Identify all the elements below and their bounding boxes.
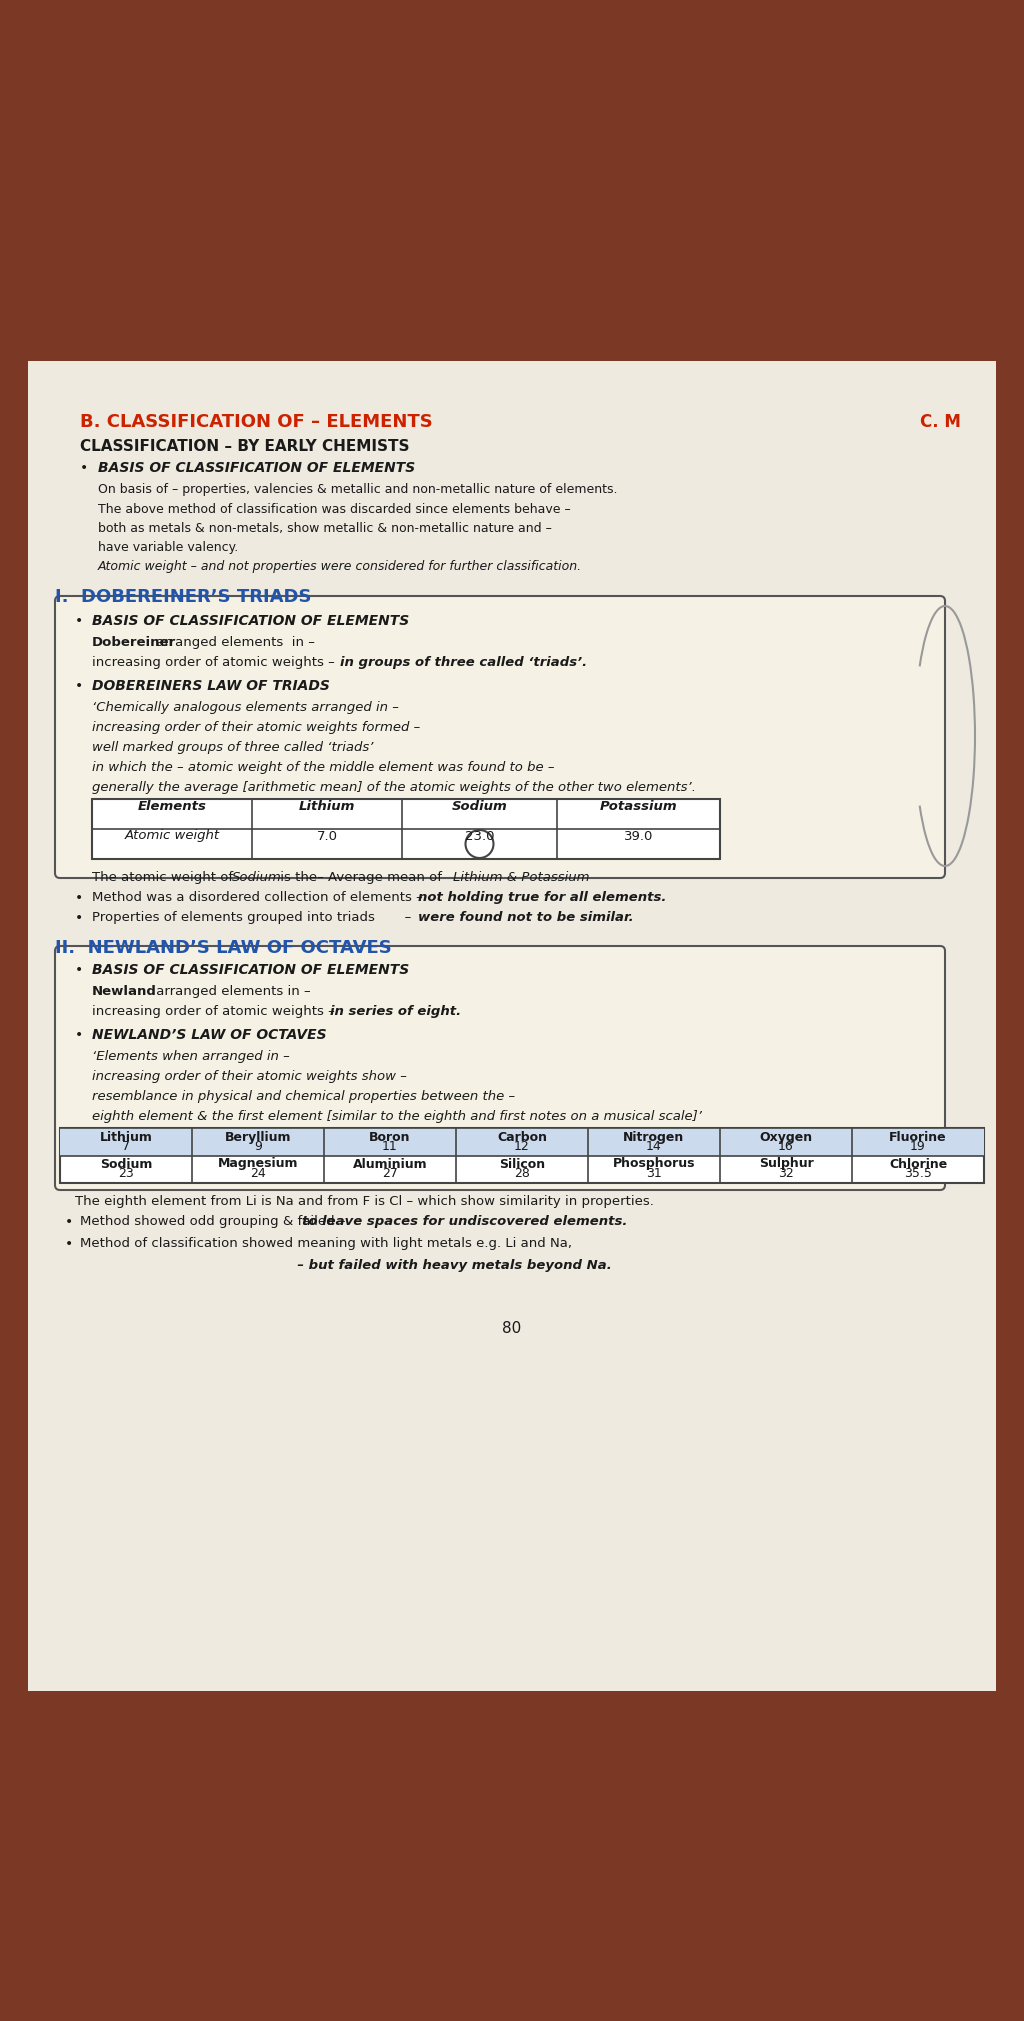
Text: Newland: Newland (92, 984, 157, 998)
Text: increasing order of atomic weights –: increasing order of atomic weights – (92, 657, 339, 669)
Text: increasing order of their atomic weights formed –: increasing order of their atomic weights… (92, 721, 420, 734)
Text: – but failed with heavy metals beyond Na.: – but failed with heavy metals beyond Na… (80, 1259, 611, 1271)
Text: 31: 31 (646, 1166, 662, 1180)
Text: BASIS OF CLASSIFICATION OF ELEMENTS: BASIS OF CLASSIFICATION OF ELEMENTS (92, 962, 410, 976)
Text: arranged elements  in –: arranged elements in – (152, 637, 314, 649)
Text: were found not to be similar.: were found not to be similar. (418, 911, 634, 924)
Text: Oxygen: Oxygen (760, 1132, 813, 1144)
Text: Fluorine: Fluorine (889, 1132, 947, 1144)
Text: ‘Elements when arranged in –: ‘Elements when arranged in – (92, 1051, 290, 1063)
Text: Magnesium: Magnesium (218, 1158, 298, 1170)
Text: Atomic weight – and not properties were considered for further classification.: Atomic weight – and not properties were … (98, 560, 582, 574)
Text: 24: 24 (250, 1166, 266, 1180)
Text: Beryllium: Beryllium (224, 1132, 291, 1144)
Text: well marked groups of three called ‘triads’: well marked groups of three called ‘tria… (92, 742, 374, 754)
Text: Potassium: Potassium (600, 800, 677, 812)
Text: Nitrogen: Nitrogen (624, 1132, 685, 1144)
Text: not holding true for all elements.: not holding true for all elements. (418, 891, 667, 903)
Text: Sulphur: Sulphur (759, 1158, 813, 1170)
Text: DOBEREINERS LAW OF TRIADS: DOBEREINERS LAW OF TRIADS (92, 679, 330, 693)
Text: eighth element & the first element [similar to the eighth and first notes on a m: eighth element & the first element [simi… (92, 1110, 702, 1124)
Text: 11: 11 (382, 1140, 398, 1152)
Text: 14: 14 (646, 1140, 662, 1152)
Text: The atomic weight of: The atomic weight of (92, 871, 238, 883)
Text: The above method of classification was discarded since elements behave –: The above method of classification was d… (98, 503, 570, 515)
FancyBboxPatch shape (55, 946, 945, 1190)
Text: 80: 80 (503, 1322, 521, 1336)
Bar (60, 1128, 984, 1156)
Text: Properties of elements grouped into triads       –: Properties of elements grouped into tria… (92, 911, 416, 924)
Text: Aluminium: Aluminium (352, 1158, 427, 1170)
Bar (28, 362, 996, 1692)
Text: have variable valency.: have variable valency. (98, 542, 239, 554)
Text: Chlorine: Chlorine (889, 1158, 947, 1170)
Text: •: • (65, 1237, 74, 1251)
Text: •: • (80, 461, 88, 475)
Text: I.  DOBEREINER’S TRIADS: I. DOBEREINER’S TRIADS (55, 588, 311, 606)
Text: •: • (75, 962, 83, 976)
Text: Carbon: Carbon (497, 1132, 547, 1144)
Text: in series of eight.: in series of eight. (330, 1004, 461, 1019)
Text: •: • (75, 891, 83, 905)
Text: both as metals & non-metals, show metallic & non-metallic nature and –: both as metals & non-metals, show metall… (98, 521, 552, 536)
Text: Method showed odd grouping & failed –: Method showed odd grouping & failed – (80, 1215, 350, 1229)
Text: •: • (65, 1215, 74, 1229)
Text: Lithium: Lithium (299, 800, 355, 812)
Text: 7.0: 7.0 (316, 829, 338, 843)
Text: in which the – atomic weight of the middle element was found to be –: in which the – atomic weight of the midd… (92, 762, 555, 774)
Text: ‘Chemically analogous elements arranged in –: ‘Chemically analogous elements arranged … (92, 701, 399, 713)
Text: •: • (75, 614, 83, 629)
Text: BASIS OF CLASSIFICATION OF ELEMENTS: BASIS OF CLASSIFICATION OF ELEMENTS (98, 461, 416, 475)
Text: Sodium: Sodium (99, 1158, 153, 1170)
Text: resemblance in physical and chemical properties between the –: resemblance in physical and chemical pro… (92, 1089, 515, 1103)
Text: in groups of three called ‘triads’.: in groups of three called ‘triads’. (340, 657, 587, 669)
Text: 23: 23 (118, 1166, 134, 1180)
Text: 39.0: 39.0 (624, 829, 653, 843)
Text: Elements: Elements (137, 800, 207, 812)
Bar (60, 1128, 984, 1182)
Text: II.  NEWLAND’S LAW OF OCTAVES: II. NEWLAND’S LAW OF OCTAVES (55, 940, 392, 958)
FancyBboxPatch shape (55, 596, 945, 877)
Text: to leave spaces for undiscovered elements.: to leave spaces for undiscovered element… (302, 1215, 628, 1229)
Text: 35.5: 35.5 (904, 1166, 932, 1180)
Text: 7: 7 (122, 1140, 130, 1152)
Text: Boron: Boron (370, 1132, 411, 1144)
Text: Lithium & Potassium: Lithium & Potassium (453, 871, 590, 883)
Text: Lithium: Lithium (99, 1132, 153, 1144)
Text: B. CLASSIFICATION OF – ELEMENTS: B. CLASSIFICATION OF – ELEMENTS (80, 412, 433, 430)
Text: 19: 19 (910, 1140, 926, 1152)
Text: C. M: C. M (920, 412, 961, 430)
Text: The eighth element from Li is Na and from F is Cl – which show similarity in pro: The eighth element from Li is Na and fro… (75, 1194, 654, 1209)
Text: Method was a disordered collection of elements –: Method was a disordered collection of el… (92, 891, 427, 903)
Text: generally the average [arithmetic mean] of the atomic weights of the other two e: generally the average [arithmetic mean] … (92, 780, 696, 794)
Text: NEWLAND’S LAW OF OCTAVES: NEWLAND’S LAW OF OCTAVES (92, 1029, 327, 1043)
Text: Atomic weight: Atomic weight (125, 829, 219, 843)
Text: Silicon: Silicon (499, 1158, 545, 1170)
Text: •: • (75, 679, 83, 693)
Text: 23.0: 23.0 (465, 829, 495, 843)
Bar (92, 798, 720, 859)
Text: Sodium: Sodium (232, 871, 282, 883)
Text: Dobereiner: Dobereiner (92, 637, 176, 649)
Text: 16: 16 (778, 1140, 794, 1152)
Text: arranged elements in –: arranged elements in – (152, 984, 310, 998)
Text: •: • (75, 911, 83, 926)
Text: increasing order of their atomic weights show –: increasing order of their atomic weights… (92, 1069, 407, 1083)
Text: •: • (75, 1029, 83, 1043)
Text: Phosphorus: Phosphorus (612, 1158, 695, 1170)
Text: 32: 32 (778, 1166, 794, 1180)
Text: BASIS OF CLASSIFICATION OF ELEMENTS: BASIS OF CLASSIFICATION OF ELEMENTS (92, 614, 410, 629)
Text: Method of classification showed meaning with light metals e.g. Li and Na,: Method of classification showed meaning … (80, 1237, 572, 1251)
Text: increasing order of atomic weights –: increasing order of atomic weights – (92, 1004, 339, 1019)
Text: 9: 9 (254, 1140, 262, 1152)
Text: is the– Average mean of: is the– Average mean of (276, 871, 446, 883)
Text: 28: 28 (514, 1166, 530, 1180)
Text: 27: 27 (382, 1166, 398, 1180)
Text: On basis of – properties, valencies & metallic and non-metallic nature of elemen: On basis of – properties, valencies & me… (98, 483, 617, 495)
Text: CLASSIFICATION – BY EARLY CHEMISTS: CLASSIFICATION – BY EARLY CHEMISTS (80, 439, 410, 455)
Text: Sodium: Sodium (452, 800, 507, 812)
Text: 12: 12 (514, 1140, 529, 1152)
